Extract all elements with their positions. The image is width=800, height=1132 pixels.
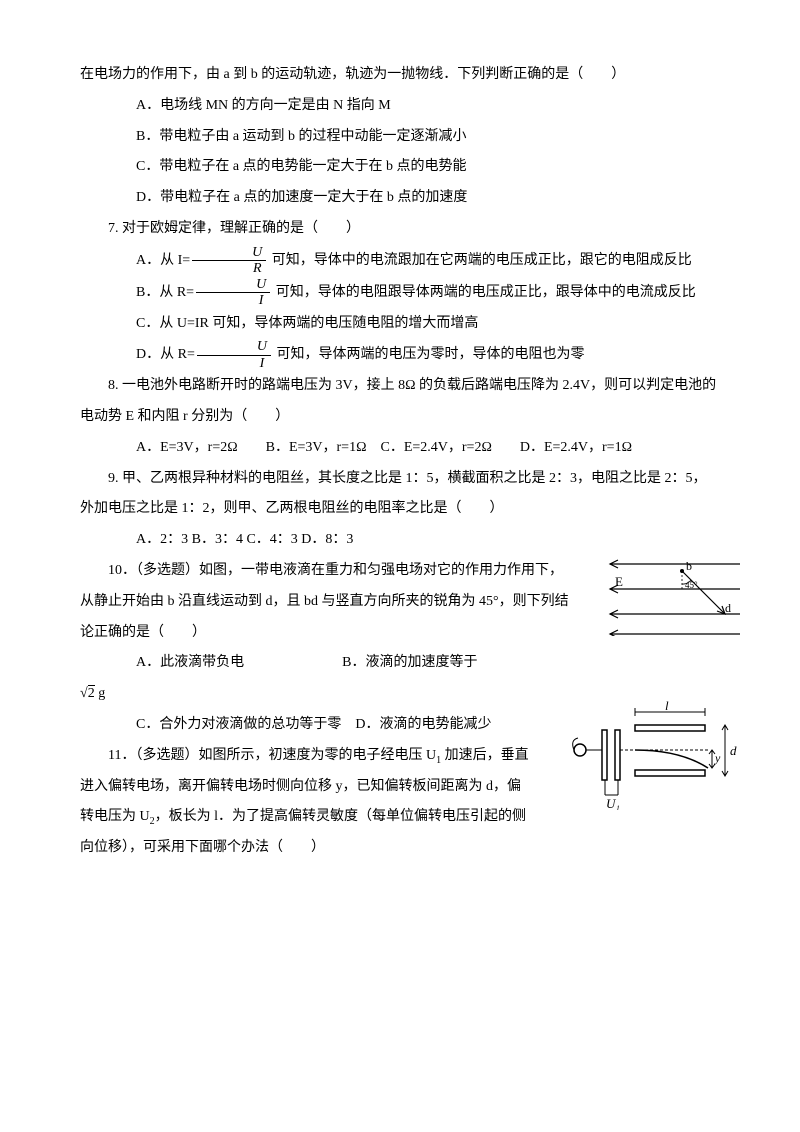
- q7d-post: 可知，导体两端的电压为零时，导体的电阻也为零: [273, 348, 585, 363]
- q10a: A．此液滴带负电: [136, 655, 244, 670]
- fraction-u-i-2: UI: [197, 339, 271, 371]
- q11-a: 11．（多选题）如图所示，初速度为零的电子经电压 U: [108, 748, 436, 763]
- q10b: B．液滴的加速度等于: [342, 655, 477, 670]
- q9-stem: 9. 甲、乙两根异种材料的电阻丝，其长度之比是 1：5，横截面积之比是 2：3，…: [80, 464, 720, 526]
- q10-row: E b d 45° 10．（多选题）如图，一带电液滴在重力和匀强电场对它的作用力…: [80, 556, 720, 648]
- q6-option-c: C．带电粒子在 a 点的电势能一定大于在 b 点的电势能: [80, 152, 720, 183]
- fraction-u-r: UR: [192, 245, 266, 277]
- q10b2: g: [95, 686, 106, 701]
- q7-option-b: B．从 R=UI 可知，导体的电阻跟导体两端的电压成正比，跟导体中的电流成反比: [80, 277, 720, 309]
- sqrt2: √2: [80, 685, 95, 701]
- fraction-u-i: UI: [196, 277, 270, 309]
- q6-option-d: D．带电粒子在 a 点的加速度一定大于在 b 点的加速度: [80, 183, 720, 214]
- q8-options: A．E=3V，r=2Ω B．E=3V，r=1Ω C．E=2.4V，r=2Ω D．…: [80, 433, 720, 464]
- b-label: b: [686, 559, 692, 573]
- q6-option-a: A．电场线 MN 的方向一定是由 N 指向 M: [80, 91, 720, 122]
- q7d-pre: D．从 R=: [136, 348, 195, 363]
- q7-option-c: C．从 U=IR 可知，导体两端的电压随电阻的增大而增高: [80, 309, 720, 340]
- q7-stem: 7. 对于欧姆定律，理解正确的是（ ）: [80, 214, 720, 245]
- q7a-post: 可知，导体中的电流跟加在它两端的电压成正比，跟它的电阻成反比: [268, 253, 692, 268]
- document-page: 在电场力的作用下，由 a 到 b 的运动轨迹，轨迹为一抛物线．下列判断正确的是（…: [0, 0, 800, 904]
- q11-figure: l d y: [560, 700, 740, 810]
- field-diagram-icon: E b d 45°: [600, 556, 740, 636]
- q7b-post: 可知，导体的电阻跟导体两端的电压成正比，跟导体中的电流成反比: [272, 285, 696, 300]
- deflection-diagram-icon: l d y: [560, 700, 740, 810]
- l-label: l: [665, 700, 669, 713]
- q11-row: l d y: [80, 710, 720, 864]
- q8-stem: 8. 一电池外电路断开时的路端电压为 3V，接上 8Ω 的负载后路端电压降为 2…: [80, 371, 720, 433]
- d-label-fig11: d: [730, 743, 737, 758]
- d-label: d: [725, 601, 731, 615]
- q7-option-a: A．从 I=UR 可知，导体中的电流跟加在它两端的电压成正比，跟它的电阻成反比: [80, 245, 720, 277]
- q7-option-d: D．从 R=UI 可知，导体两端的电压为零时，导体的电阻也为零: [80, 339, 720, 371]
- angle-label: 45°: [685, 580, 698, 590]
- q9-options: A．2：3 B．3：4 C．4：3 D．8：3: [80, 525, 720, 556]
- q6-stem: 在电场力的作用下，由 a 到 b 的运动轨迹，轨迹为一抛物线．下列判断正确的是（…: [80, 60, 720, 91]
- u1-label: U₁: [606, 796, 620, 810]
- q7a-pre: A．从 I=: [136, 253, 190, 268]
- e-label: E: [615, 574, 623, 589]
- q7b-pre: B．从 R=: [136, 285, 194, 300]
- q6-option-b: B．带电粒子由 a 运动到 b 的过程中动能一定逐渐减小: [80, 122, 720, 153]
- q10-option-ab: A．此液滴带负电 B．液滴的加速度等于: [80, 648, 720, 679]
- y-label: y: [714, 751, 721, 765]
- q10-figure: E b d 45°: [600, 556, 740, 636]
